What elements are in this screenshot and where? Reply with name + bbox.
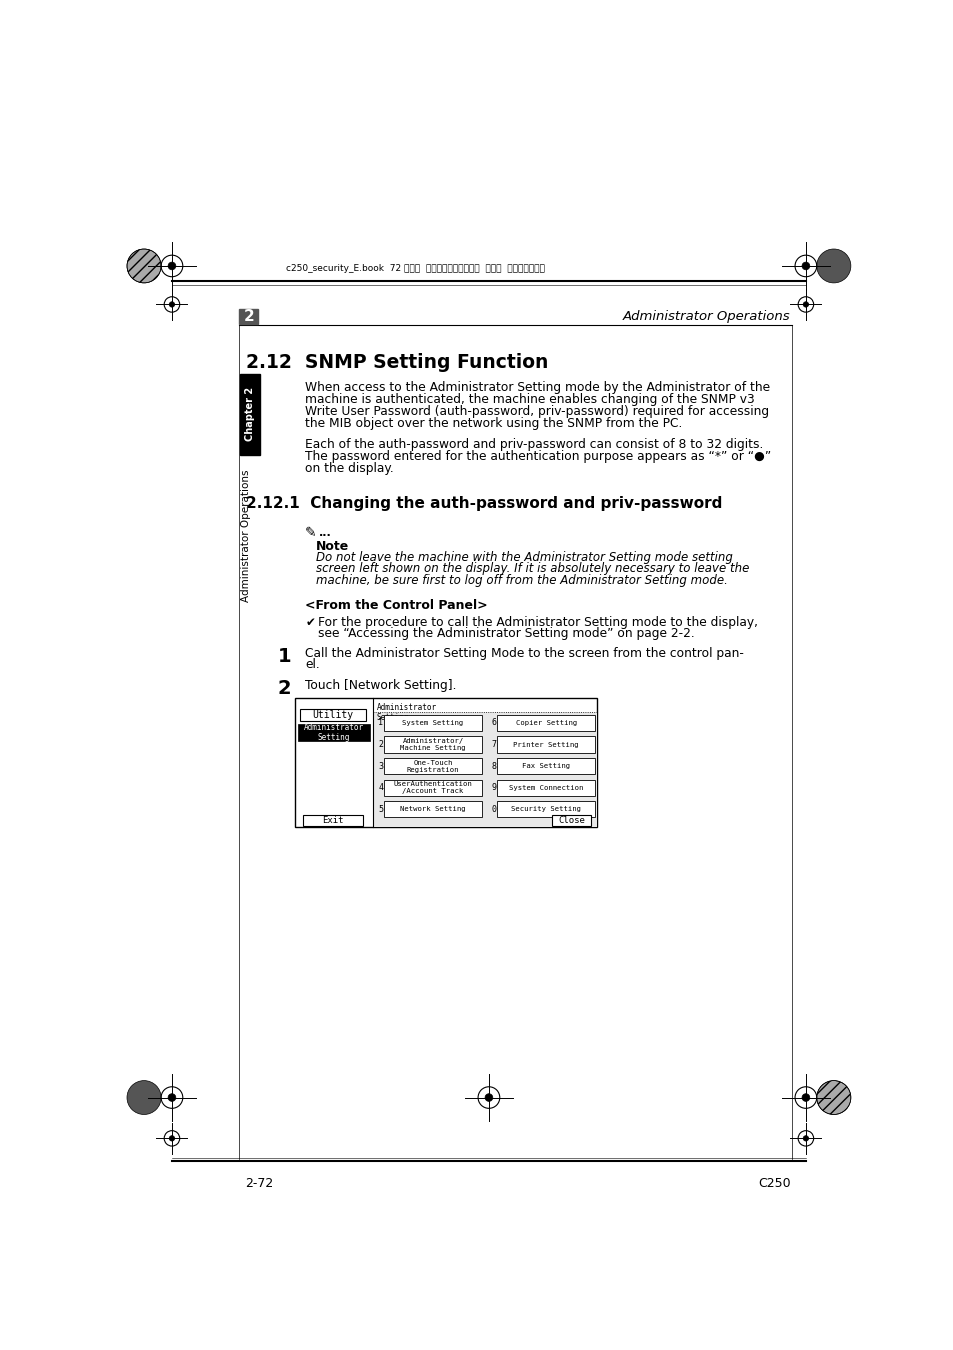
Text: <From the Control Panel>: <From the Control Panel> <box>305 598 487 612</box>
FancyBboxPatch shape <box>384 736 481 752</box>
FancyBboxPatch shape <box>384 757 481 774</box>
FancyBboxPatch shape <box>384 779 481 795</box>
Text: the MIB object over the network using the SNMP from the PC.: the MIB object over the network using th… <box>305 417 682 431</box>
Text: ✎: ✎ <box>305 526 316 540</box>
Circle shape <box>816 248 850 284</box>
Bar <box>240 374 260 455</box>
Text: Each of the auth-password and priv-password can consist of 8 to 32 digits.: Each of the auth-password and priv-passw… <box>305 439 762 451</box>
Text: c250_security_E.book  72 ページ  ２００７年４月１１日  水曜日  午前１１時２分: c250_security_E.book 72 ページ ２００７年４月１１日 水… <box>286 263 544 273</box>
Text: 5: 5 <box>377 805 383 814</box>
Text: 1: 1 <box>377 718 383 728</box>
Text: 2: 2 <box>377 740 383 749</box>
Text: el.: el. <box>305 657 319 671</box>
FancyBboxPatch shape <box>384 801 481 817</box>
Circle shape <box>802 1135 808 1141</box>
Text: Administrator Operations: Administrator Operations <box>622 309 790 323</box>
Text: 2.12  SNMP Setting Function: 2.12 SNMP Setting Function <box>245 352 547 373</box>
FancyBboxPatch shape <box>497 779 595 795</box>
Circle shape <box>802 302 808 308</box>
Text: see “Accessing the Administrator Setting mode” on page 2-2.: see “Accessing the Administrator Setting… <box>318 628 695 640</box>
Text: 3: 3 <box>377 761 383 771</box>
FancyBboxPatch shape <box>497 736 595 752</box>
Text: 0: 0 <box>491 805 496 814</box>
Bar <box>239 309 257 324</box>
Text: Utility: Utility <box>313 710 354 720</box>
Text: One-Touch
Registration: One-Touch Registration <box>406 760 459 772</box>
FancyBboxPatch shape <box>497 757 595 774</box>
FancyBboxPatch shape <box>497 801 595 817</box>
Text: The password entered for the authentication purpose appears as “*” or “●”: The password entered for the authenticat… <box>305 451 771 463</box>
Circle shape <box>168 1094 175 1102</box>
Text: ✔: ✔ <box>306 617 315 629</box>
Circle shape <box>816 1080 850 1115</box>
FancyBboxPatch shape <box>384 716 481 732</box>
Text: System Connection: System Connection <box>509 784 583 791</box>
Text: ...: ... <box>319 528 332 539</box>
Text: Write User Password (auth-password, priv-password) required for accessing: Write User Password (auth-password, priv… <box>305 405 768 418</box>
Circle shape <box>168 262 175 270</box>
Text: 7: 7 <box>491 740 496 749</box>
Text: Printer Setting: Printer Setting <box>513 741 578 748</box>
Text: on the display.: on the display. <box>305 462 394 475</box>
Text: Administrator
Setting: Administrator Setting <box>304 722 364 742</box>
Circle shape <box>801 1094 809 1102</box>
Text: 2-72: 2-72 <box>245 1177 274 1189</box>
Text: UserAuthentication
/Account Track: UserAuthentication /Account Track <box>394 782 472 794</box>
Text: Copier Setting: Copier Setting <box>516 720 577 726</box>
Text: Administrator
Setting: Administrator Setting <box>376 702 436 722</box>
FancyBboxPatch shape <box>552 815 591 826</box>
Text: machine, be sure first to log off from the Administrator Setting mode.: machine, be sure first to log off from t… <box>315 574 727 586</box>
Text: Chapter 2: Chapter 2 <box>245 387 255 441</box>
Text: Fax Setting: Fax Setting <box>521 763 570 769</box>
Text: Security Setting: Security Setting <box>511 806 580 813</box>
FancyBboxPatch shape <box>497 716 595 732</box>
Circle shape <box>169 302 174 308</box>
Bar <box>294 698 597 828</box>
Text: 2.12.1  Changing the auth-password and priv-password: 2.12.1 Changing the auth-password and pr… <box>245 495 721 510</box>
Text: 6: 6 <box>491 718 496 728</box>
Circle shape <box>127 248 161 284</box>
Text: C250: C250 <box>757 1177 790 1189</box>
Text: 9: 9 <box>491 783 496 792</box>
Circle shape <box>801 262 809 270</box>
Text: 1: 1 <box>277 647 291 666</box>
Text: Administrator/
Machine Setting: Administrator/ Machine Setting <box>400 738 465 751</box>
Circle shape <box>169 1135 174 1141</box>
FancyBboxPatch shape <box>299 709 366 721</box>
Bar <box>373 711 597 828</box>
Text: 4: 4 <box>377 783 383 792</box>
Text: Touch [Network Setting].: Touch [Network Setting]. <box>305 679 456 693</box>
Text: screen left shown on the display. If it is absolutely necessary to leave the: screen left shown on the display. If it … <box>315 563 749 575</box>
Circle shape <box>127 1080 161 1115</box>
Bar <box>298 724 369 741</box>
Text: For the procedure to call the Administrator Setting mode to the display,: For the procedure to call the Administra… <box>318 617 758 629</box>
Text: When access to the Administrator Setting mode by the Administrator of the: When access to the Administrator Setting… <box>305 382 770 394</box>
Text: Exit: Exit <box>322 815 343 825</box>
Circle shape <box>484 1094 493 1102</box>
Text: Call the Administrator Setting Mode to the screen from the control pan-: Call the Administrator Setting Mode to t… <box>305 647 743 660</box>
Text: Administrator Operations: Administrator Operations <box>240 470 251 602</box>
FancyBboxPatch shape <box>303 815 363 826</box>
Text: Note: Note <box>315 540 349 552</box>
Text: 8: 8 <box>491 761 496 771</box>
Text: 2: 2 <box>277 679 291 698</box>
Text: 2: 2 <box>243 309 253 324</box>
Text: Close: Close <box>558 815 585 825</box>
Text: Do not leave the machine with the Administrator Setting mode setting: Do not leave the machine with the Admini… <box>315 551 732 564</box>
Text: System Setting: System Setting <box>402 720 463 726</box>
Text: Network Setting: Network Setting <box>400 806 465 813</box>
Text: machine is authenticated, the machine enables changing of the SNMP v3: machine is authenticated, the machine en… <box>305 393 754 406</box>
